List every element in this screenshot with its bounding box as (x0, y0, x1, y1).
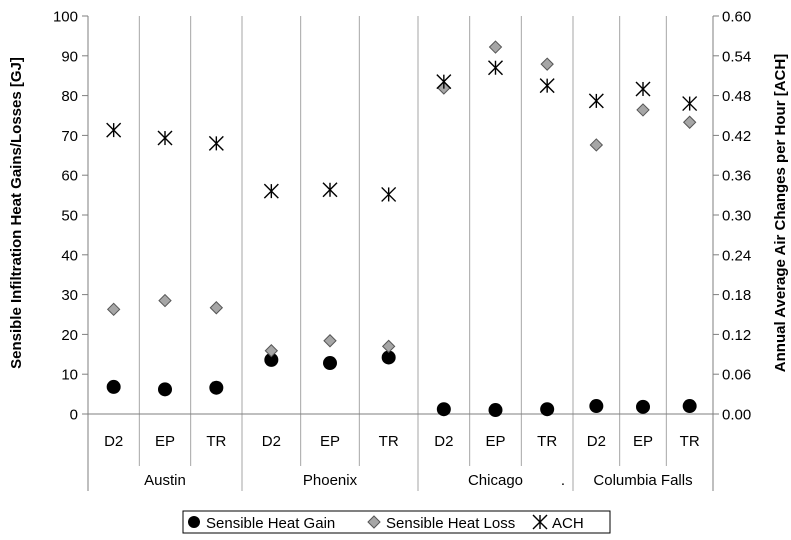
ach-point (106, 122, 122, 138)
y-tick-label: 90 (61, 48, 78, 65)
group-label: Columbia Falls (593, 472, 692, 489)
data-marks (106, 40, 698, 418)
sensible-heat-loss-point (323, 334, 337, 348)
y-tick-label: 40 (61, 247, 78, 264)
sensible-heat-loss-point (381, 339, 396, 354)
ach-point (263, 183, 279, 199)
y-tick-label: 0 (70, 407, 78, 424)
sensible-heat-gain-point (264, 352, 279, 367)
y-tick-label: 20 (61, 327, 78, 344)
y-tick-label: 70 (61, 128, 78, 145)
ach-point (436, 74, 452, 90)
category-label: EP (320, 433, 340, 450)
sensible-heat-gain-point (106, 379, 121, 394)
y-tick-label: 50 (61, 208, 78, 225)
y2-tick-label: 0.30 (722, 208, 751, 225)
y-tick-label: 60 (61, 168, 78, 185)
group-label: Austin (144, 472, 186, 489)
y2-tick-label: 0.36 (722, 168, 751, 185)
y2-tick-label: 0.42 (722, 128, 751, 145)
y-tick-label: 80 (61, 88, 78, 105)
category-label: TR (206, 433, 226, 450)
ach-point (322, 182, 338, 198)
category-label: D2 (587, 433, 606, 450)
sensible-heat-loss-point (636, 103, 650, 117)
grid (138, 16, 667, 491)
sensible-heat-loss-point (589, 138, 604, 152)
axes: 0 10 20 30 40 50 60 70 80 90 100 0.00 0.06 0.12 0.18 0.… (53, 9, 751, 491)
legend-label: ACH (552, 515, 584, 532)
sensible-heat-gain-point (682, 399, 697, 414)
y2-tick-label: 0.12 (722, 327, 751, 344)
ach-point (539, 78, 555, 94)
y2-tick-label: 0.24 (722, 247, 751, 264)
y2-tick-label: 0.60 (722, 9, 751, 26)
sensible-heat-gain-point (436, 402, 451, 417)
category-label: D2 (104, 433, 123, 450)
category-label: EP (633, 433, 653, 450)
legend-marker (367, 515, 381, 529)
ach-point (381, 186, 397, 202)
sensible-heat-gain-point (636, 399, 650, 414)
sensible-heat-loss-point (264, 344, 279, 358)
sensible-heat-loss-point (106, 302, 121, 317)
ach-point (488, 60, 503, 76)
y2-tick-label: 0.00 (722, 407, 751, 424)
sensible-heat-loss-point (488, 40, 503, 54)
ach-point (588, 93, 604, 109)
y2-tick-label: 0.48 (722, 88, 751, 105)
y2-tick-label: 0.18 (722, 287, 751, 304)
ach-point (157, 130, 173, 146)
legend-box (182, 510, 611, 534)
y2-tick-label: 0.06 (722, 367, 751, 384)
group-label: Chicago (468, 472, 523, 489)
ach-point (208, 135, 224, 151)
legend-marker (532, 514, 548, 530)
sensible-heat-gain-point (540, 402, 555, 417)
sensible-heat-loss-point (682, 115, 697, 129)
sensible-heat-loss-point (158, 293, 172, 308)
sensible-heat-gain-point (589, 399, 604, 414)
y2-tick-label: 0.54 (722, 48, 751, 65)
sensible-heat-loss-point (209, 301, 224, 315)
sensible-heat-gain-point (209, 380, 224, 395)
legend-label: Sensible Heat Gain (206, 515, 335, 532)
separator-label: . (561, 472, 565, 489)
ach-point (635, 81, 651, 97)
y-tick-label: 10 (61, 367, 78, 384)
y-tick-label: 100 (53, 9, 78, 26)
ach-point (682, 96, 698, 112)
category-label: TR (537, 433, 557, 450)
category-label: D2 (262, 433, 281, 450)
category-label: TR (680, 433, 700, 450)
legend-marker (188, 516, 200, 528)
y-tick-label: 30 (61, 287, 78, 304)
group-label: Phoenix (303, 472, 358, 489)
category-label: TR (379, 433, 399, 450)
y2-axis-label: Annual Average Air Changes per Hour [ACH… (772, 54, 789, 372)
legend: Sensible Heat Gain Sensible Heat Loss ACH (182, 510, 611, 534)
legend-label: Sensible Heat Loss (386, 515, 515, 532)
sensible-heat-gain-point (488, 403, 503, 418)
y-axis-label: Sensible Infiltration Heat Gains/Losses … (8, 57, 25, 369)
sensible-heat-gain-point (323, 356, 337, 371)
category-label: EP (485, 433, 505, 450)
sensible-heat-loss-point (540, 57, 554, 71)
category-label: D2 (434, 433, 453, 450)
sensible-heat-gain-point (158, 382, 172, 397)
category-label: EP (155, 433, 175, 450)
sensible-heat-gain-point (381, 350, 396, 365)
